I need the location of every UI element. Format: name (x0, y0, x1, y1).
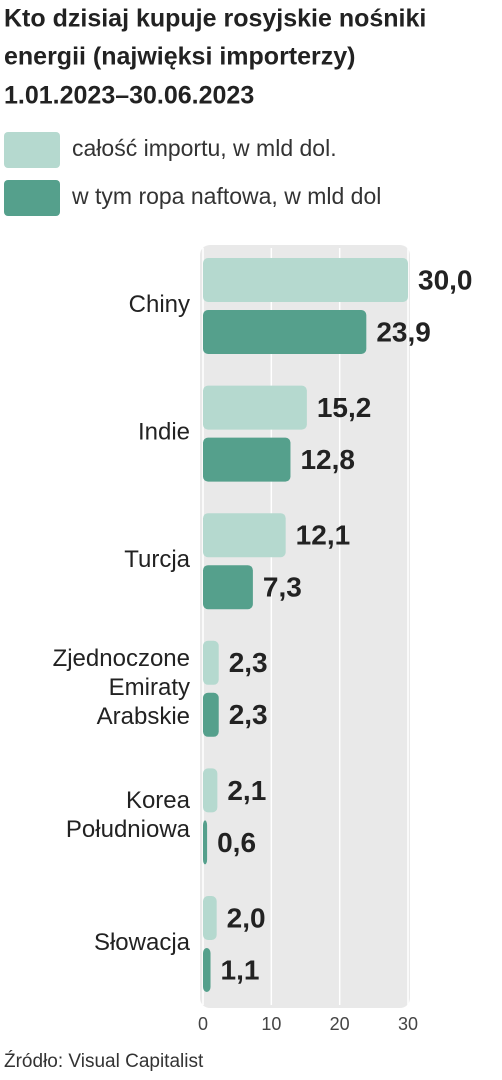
category-line: Chiny (129, 291, 190, 318)
value-label: 7,3 (263, 572, 302, 603)
bar (203, 948, 211, 992)
category-line: Indie (138, 419, 190, 446)
value-label: 2,0 (227, 902, 266, 933)
bar (203, 385, 307, 430)
value-label: 12,1 (296, 520, 351, 551)
legend-label: całość importu, w mld dol. (72, 135, 337, 161)
bar (203, 692, 219, 737)
value-label: 2,3 (229, 647, 268, 678)
value-label: 2,1 (227, 775, 266, 806)
category-line: Południowa (66, 816, 191, 843)
bar (203, 513, 286, 558)
plot-background (200, 245, 410, 1008)
category-line: Zjednoczone (53, 645, 190, 672)
bar (203, 437, 291, 482)
x-tick-label: 0 (198, 1014, 208, 1034)
legend-label: w tym ropa naftowa, w mld dol (71, 183, 381, 209)
bar (203, 896, 217, 940)
legend-swatch (4, 132, 60, 168)
value-label: 2,3 (229, 699, 268, 730)
value-label: 0,6 (217, 827, 256, 858)
legend-swatch (4, 180, 60, 216)
value-label: 23,9 (376, 316, 431, 347)
bar (203, 565, 253, 610)
bar (203, 768, 218, 813)
category-label: Korea Południowa (66, 787, 191, 843)
x-tick-label: 20 (330, 1014, 350, 1034)
value-label: 12,8 (300, 444, 355, 475)
bar (203, 820, 208, 865)
category-line: Emiraty (109, 674, 190, 701)
category-line: Arabskie (97, 703, 190, 730)
x-tick-label: 10 (261, 1014, 281, 1034)
category-line: Korea (126, 787, 191, 814)
category-label: Turcja (124, 547, 190, 574)
value-label: 15,2 (317, 392, 372, 423)
category-line: Słowacja (94, 929, 191, 956)
category-label: Indie (138, 419, 190, 446)
category-line: Turcja (124, 547, 190, 574)
category-label: Chiny (129, 291, 190, 318)
value-label: 30,0 (418, 264, 473, 295)
x-tick-label: 30 (398, 1014, 418, 1034)
category-label: Zjednoczone Emiraty Arabskie (53, 645, 190, 730)
value-label: 1,1 (221, 954, 260, 985)
bar (203, 640, 219, 685)
chart-title: Kto dzisiaj kupuje rosyjskie nośniki (4, 5, 426, 33)
bar (203, 258, 408, 302)
source: Źródło: Visual Capitalist (4, 1051, 204, 1072)
chart-title: energii (najwięksi importerzy) (4, 43, 356, 71)
bar (203, 310, 367, 354)
chart-subtitle: 1.01.2023–30.06.2023 (4, 82, 254, 110)
category-label: Słowacja (94, 929, 191, 956)
